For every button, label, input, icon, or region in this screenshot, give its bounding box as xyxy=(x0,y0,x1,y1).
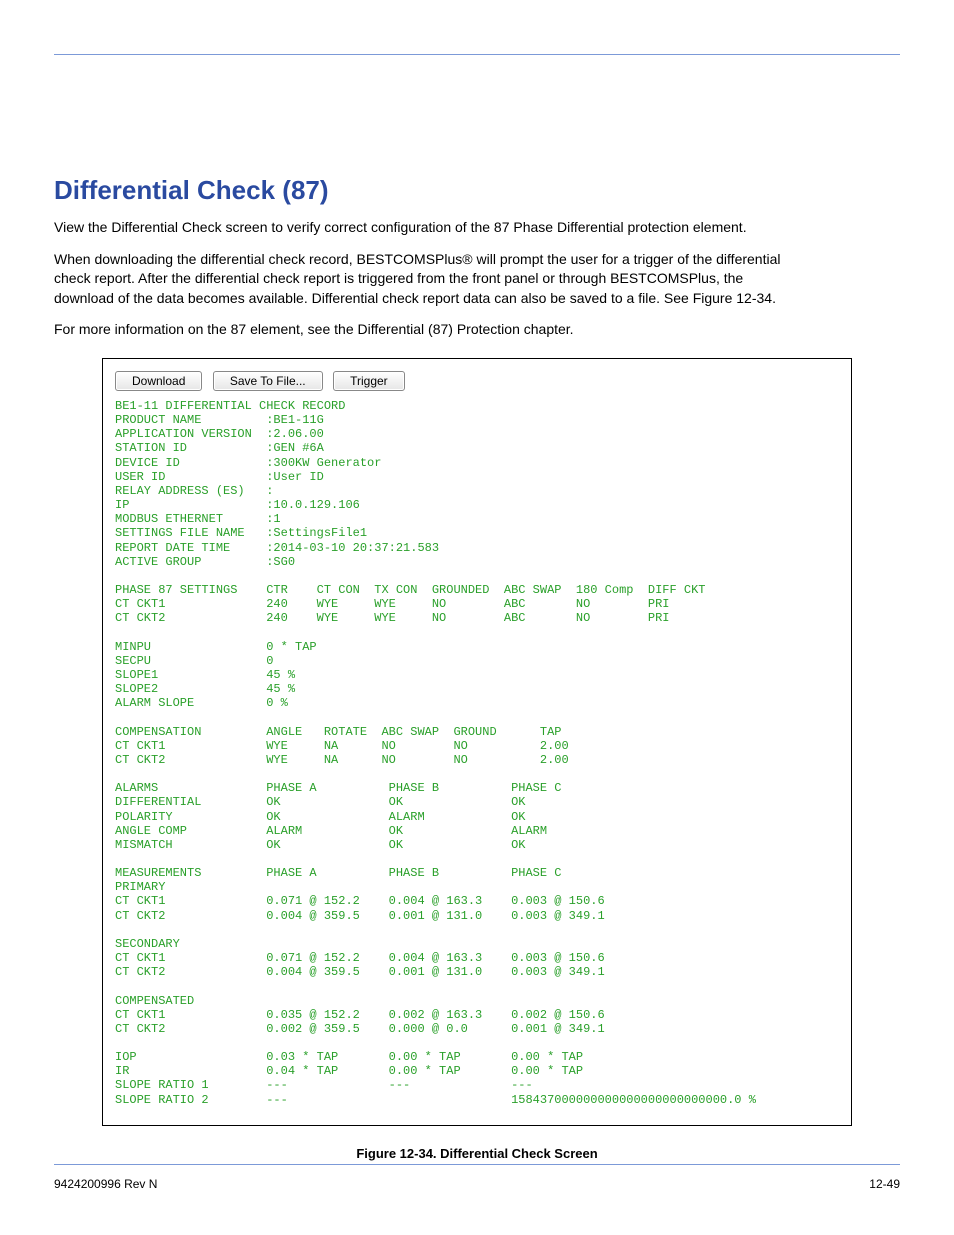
save-to-file-button[interactable]: Save To File... xyxy=(213,371,323,391)
intro-paragraph-3: For more information on the 87 element, … xyxy=(54,320,804,340)
page-container: Differential Check (87) View the Differe… xyxy=(0,0,954,1235)
page-footer: 9424200996 Rev N 12-49 xyxy=(54,1156,900,1191)
intro-paragraph-1: View the Differential Check screen to ve… xyxy=(54,218,804,238)
section-heading: Differential Check (87) xyxy=(54,175,900,206)
footer-right: 12-49 xyxy=(869,1177,900,1191)
footer-left: 9424200996 Rev N xyxy=(54,1177,157,1191)
intro-paragraph-2: When downloading the differential check … xyxy=(54,250,804,309)
footer-rule xyxy=(54,1164,900,1165)
download-button[interactable]: Download xyxy=(115,371,202,391)
terminal-toolbar: Download Save To File... Trigger xyxy=(113,369,851,399)
trigger-button[interactable]: Trigger xyxy=(333,371,405,391)
terminal-output: BE1-11 DIFFERENTIAL CHECK RECORD PRODUCT… xyxy=(113,399,851,1107)
footer-row: 9424200996 Rev N 12-49 xyxy=(54,1173,900,1191)
top-rule xyxy=(54,54,900,55)
terminal-window: Download Save To File... Trigger BE1-11 … xyxy=(102,358,852,1126)
